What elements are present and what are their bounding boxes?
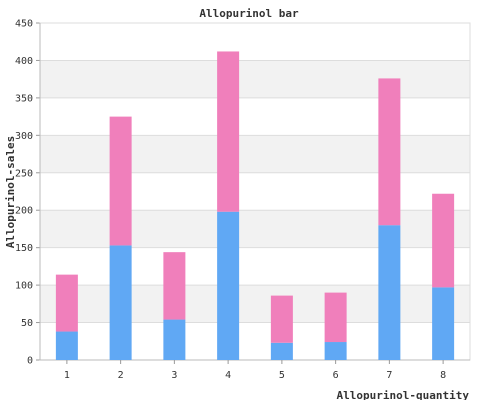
x-tick-label: 1	[64, 370, 70, 381]
bar-segment-1-cat-7	[378, 225, 401, 360]
x-tick-labels: 1 2 3 4 5 6 7 8	[64, 370, 446, 381]
y-tick-labels: 0 50 100 150 200 250 300 350 400 450	[15, 19, 33, 367]
y-tick-label: 150	[15, 243, 33, 254]
grid-band	[40, 60, 470, 98]
bar-segment-2-cat-2	[109, 116, 132, 246]
y-tick-label: 50	[21, 318, 33, 329]
y-tick-label: 100	[15, 281, 33, 292]
chart-title: Allopurinol bar	[199, 7, 299, 20]
y-axis-label: Allopurinol-sales	[4, 136, 17, 249]
bar-segment-2-cat-6	[324, 292, 347, 343]
grid-band	[40, 285, 470, 323]
x-tick-label: 3	[171, 370, 177, 381]
grid-band	[40, 135, 470, 173]
bar-segment-1-cat-6	[324, 342, 347, 360]
x-tick-label: 7	[386, 370, 392, 381]
bar-segment-2-cat-4	[217, 51, 240, 212]
bar-segment-1-cat-4	[217, 211, 240, 360]
x-tick-label: 8	[440, 370, 446, 381]
x-tick-label: 6	[333, 370, 339, 381]
grid-band	[40, 210, 470, 248]
bar-segment-1-cat-3	[163, 319, 186, 360]
bar-segment-2-cat-8	[432, 193, 455, 288]
bar-segment-2-cat-1	[55, 274, 78, 332]
bar-segment-1-cat-1	[55, 331, 78, 360]
bar-segment-2-cat-7	[378, 78, 401, 226]
bar-segment-2-cat-3	[163, 252, 186, 320]
bar-segment-1-cat-2	[109, 245, 132, 360]
bar-segment-1-cat-5	[270, 342, 293, 360]
y-tick-label: 400	[15, 56, 33, 67]
x-tick-label: 4	[225, 370, 231, 381]
y-tick-label: 0	[27, 356, 33, 367]
y-tick-label: 350	[15, 93, 33, 104]
y-tick-label: 200	[15, 206, 33, 217]
grid-bands	[40, 60, 470, 323]
bar-segment-2-cat-5	[270, 295, 293, 343]
x-tick-label: 2	[118, 370, 124, 381]
x-axis-label: Allopurinol-quantity	[337, 389, 470, 400]
bar-segment-1-cat-8	[432, 287, 455, 360]
y-tick-label: 450	[15, 19, 33, 30]
y-tick-label: 300	[15, 131, 33, 142]
y-tick-label: 250	[15, 168, 33, 179]
bars	[55, 51, 455, 360]
x-tick-label: 5	[279, 370, 285, 381]
